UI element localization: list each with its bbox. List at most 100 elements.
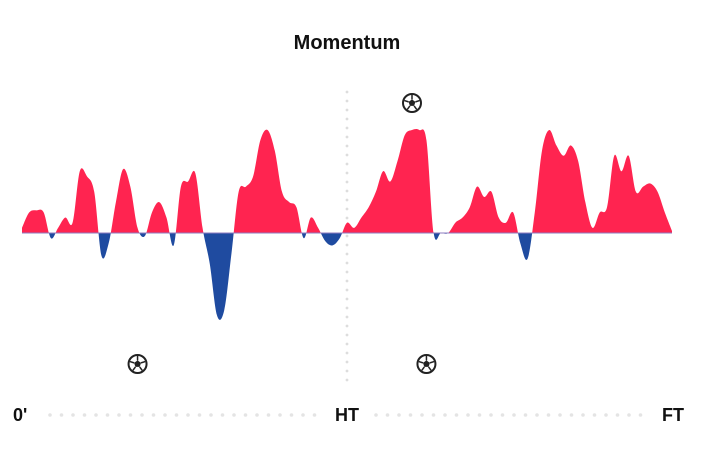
timeline-dot xyxy=(71,413,75,417)
timeline-dot xyxy=(278,413,282,417)
halftime-dot xyxy=(345,99,349,103)
timeline-dot xyxy=(638,413,643,417)
timeline-dot xyxy=(546,413,551,417)
halftime-dot xyxy=(345,117,349,121)
timeline-dot xyxy=(128,413,133,417)
ball-patch xyxy=(134,360,141,367)
halftime-dot xyxy=(345,351,349,355)
timeline-dot xyxy=(569,413,574,417)
halftime-dot xyxy=(345,153,349,157)
timeline-dot xyxy=(523,413,528,417)
ball-patch xyxy=(408,99,416,106)
halftime-dot xyxy=(345,207,349,211)
ball-seam xyxy=(404,99,409,103)
ball-seam xyxy=(421,366,425,371)
halftime-dot xyxy=(345,342,349,346)
timeline-dot xyxy=(209,413,213,417)
goal-icon xyxy=(416,354,437,374)
timeline-dot xyxy=(592,413,597,417)
goal-icon xyxy=(402,93,422,113)
halftime-dot xyxy=(345,261,349,265)
x-tick-label: 0' xyxy=(13,405,27,425)
ball-seam xyxy=(415,99,420,103)
timeline-dot xyxy=(627,413,631,417)
timeline-dot xyxy=(163,413,167,417)
timeline-dot xyxy=(140,413,144,417)
timeline-dot xyxy=(397,413,401,417)
timeline-dot xyxy=(117,413,121,417)
timeline-dot xyxy=(243,413,248,417)
ball-seam xyxy=(429,360,435,364)
halftime-dot xyxy=(345,369,349,373)
halftime-dot xyxy=(345,297,349,301)
halftime-dot xyxy=(345,324,349,328)
ball-seam xyxy=(413,105,418,110)
timeline-dot xyxy=(535,413,539,417)
halftime-dot xyxy=(345,135,349,139)
timeline-dot xyxy=(197,413,202,417)
halftime-dot xyxy=(345,234,349,238)
timeline-dot xyxy=(255,413,259,417)
ball-seam xyxy=(140,360,146,364)
halftime-dot xyxy=(345,171,349,175)
timeline-dot xyxy=(420,413,424,417)
halftime-dot xyxy=(345,252,349,256)
halftime-dot xyxy=(345,333,349,337)
timeline-dot xyxy=(374,413,378,417)
timeline-dot xyxy=(312,413,317,417)
timeline-dot xyxy=(301,413,305,417)
ball-patch xyxy=(423,360,430,367)
timeline-dot xyxy=(59,413,64,417)
timeline-dot xyxy=(48,413,52,417)
ball-seam xyxy=(132,366,137,371)
timeline-dot xyxy=(615,413,620,417)
halftime-dot xyxy=(345,360,349,364)
ball-seam xyxy=(418,360,424,364)
timeline-dot xyxy=(500,413,505,417)
x-tick-label: HT xyxy=(335,405,359,425)
halftime-dot xyxy=(345,306,349,310)
timeline-dot xyxy=(477,413,482,417)
halftime-dot xyxy=(345,180,349,184)
timeline-dot xyxy=(266,413,271,417)
timeline-dot xyxy=(186,413,190,417)
timeline-dot xyxy=(443,413,447,417)
timeline-dot xyxy=(466,413,470,417)
timeline-dot xyxy=(512,413,516,417)
timeline-dot xyxy=(558,413,562,417)
halftime-dot xyxy=(345,90,349,94)
chart-title: Momentum xyxy=(294,32,401,54)
timeline-dot xyxy=(151,413,156,417)
halftime-dot xyxy=(345,162,349,166)
timeline-dot xyxy=(174,413,179,417)
timeline-dot xyxy=(232,413,236,417)
halftime-dot xyxy=(345,243,349,247)
timeline-dot xyxy=(604,413,608,417)
ball-seam xyxy=(139,366,143,371)
halftime-dot xyxy=(345,270,349,274)
timeline-dot xyxy=(385,413,390,417)
halftime-dot xyxy=(345,126,349,130)
x-tick-label: FT xyxy=(662,405,684,425)
halftime-dot xyxy=(345,198,349,202)
halftime-dot xyxy=(345,216,349,220)
ball-seam xyxy=(427,366,432,371)
timeline-dot xyxy=(289,413,294,417)
halftime-dot xyxy=(345,108,349,112)
momentum-area-positive xyxy=(22,129,672,233)
timeline-dot xyxy=(489,413,493,417)
halftime-dot xyxy=(345,288,349,292)
timeline-dot xyxy=(105,413,110,417)
halftime-dot xyxy=(345,279,349,283)
halftime-dot xyxy=(345,378,349,382)
timeline-dot xyxy=(82,413,87,417)
goal-icon xyxy=(127,354,148,374)
timeline-dot xyxy=(220,413,225,417)
timeline-dot xyxy=(454,413,459,417)
halftime-dot xyxy=(345,315,349,319)
timeline-dot xyxy=(431,413,436,417)
ball-seam xyxy=(406,105,411,110)
timeline-dot xyxy=(408,413,413,417)
timeline-dot xyxy=(94,413,98,417)
